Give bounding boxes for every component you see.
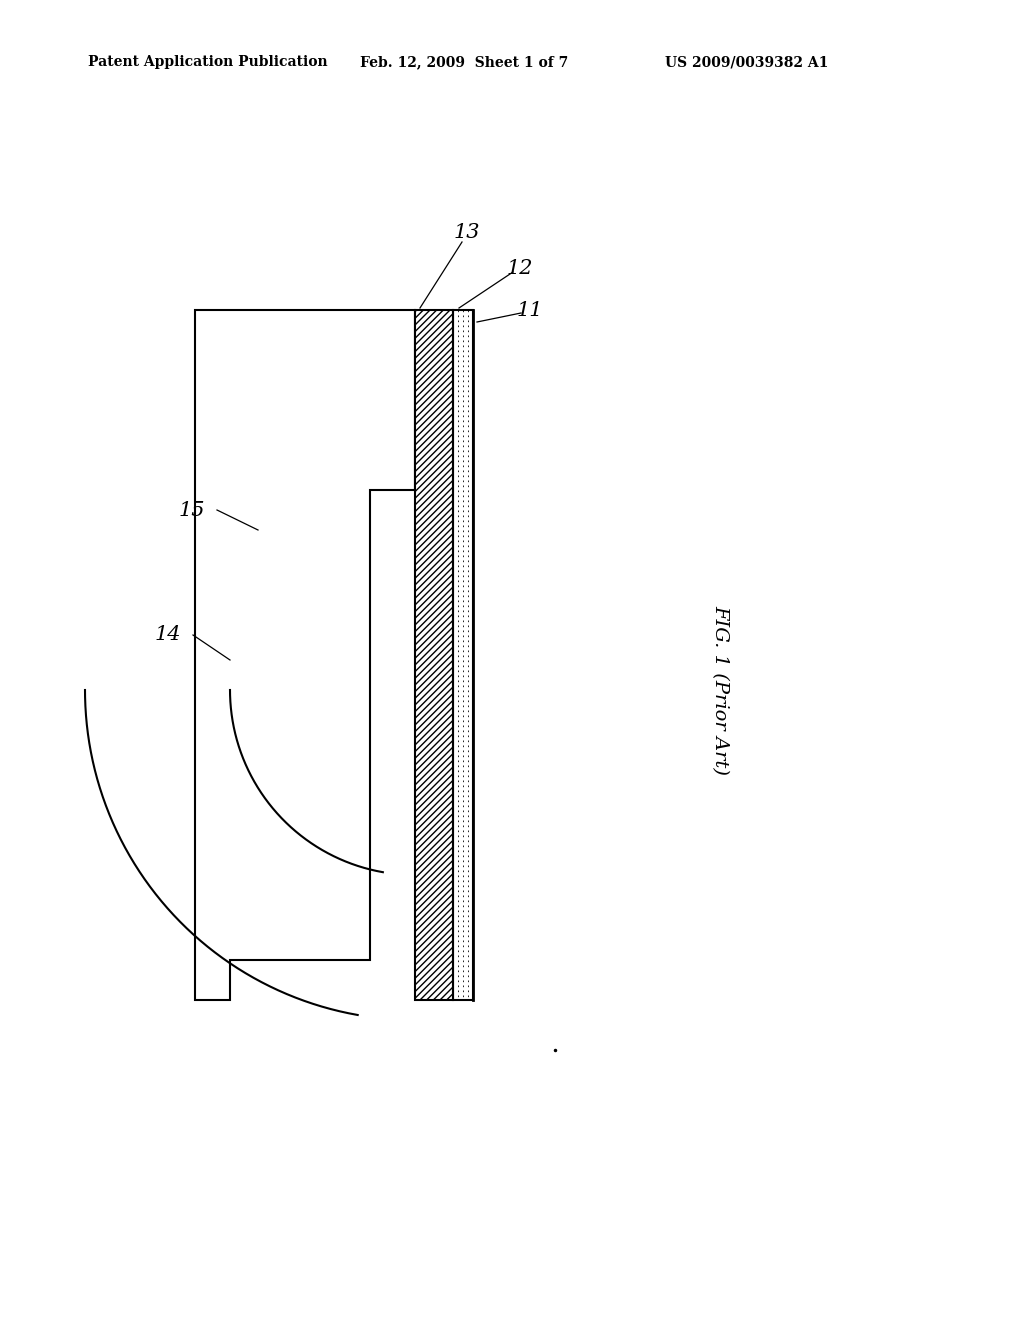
Text: 12: 12 — [507, 259, 534, 277]
Text: 11: 11 — [517, 301, 544, 319]
Text: Feb. 12, 2009  Sheet 1 of 7: Feb. 12, 2009 Sheet 1 of 7 — [360, 55, 568, 69]
Text: US 2009/0039382 A1: US 2009/0039382 A1 — [665, 55, 828, 69]
Text: 13: 13 — [454, 223, 480, 242]
Text: 14: 14 — [155, 626, 181, 644]
Text: FIG. 1 (Prior Art): FIG. 1 (Prior Art) — [711, 605, 729, 775]
Text: Patent Application Publication: Patent Application Publication — [88, 55, 328, 69]
Polygon shape — [415, 310, 453, 1001]
Text: 15: 15 — [179, 500, 205, 520]
